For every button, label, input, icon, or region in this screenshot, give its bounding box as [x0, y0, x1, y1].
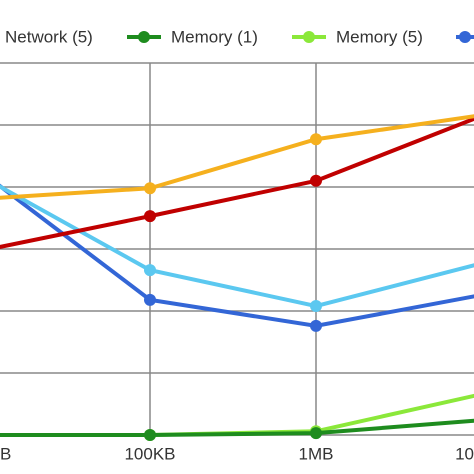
- x-tick-label: B: [0, 444, 11, 463]
- point: [310, 300, 322, 313]
- series-line: [0, 393, 474, 437]
- legend-marker: [303, 31, 315, 43]
- point: [310, 427, 322, 440]
- x-tick-label: 10: [455, 444, 474, 463]
- series-line: [0, 114, 474, 200]
- point: [144, 293, 156, 306]
- series-line: [0, 184, 474, 309]
- point: [144, 264, 156, 277]
- series-line: [0, 418, 474, 437]
- point: [310, 174, 322, 187]
- point: [144, 210, 156, 223]
- series-line: [0, 116, 474, 249]
- x-tick-label: 1MB: [299, 444, 334, 463]
- point: [310, 319, 322, 332]
- series-line: [0, 183, 474, 328]
- legend-partial-marker: [456, 31, 474, 43]
- point: [310, 133, 322, 146]
- legend-label: Memory (5): [336, 27, 423, 46]
- point: [144, 182, 156, 195]
- legend-label: Memory (1): [171, 27, 258, 46]
- legend-label: Network (5): [5, 27, 93, 46]
- x-tick-label: 100KB: [124, 444, 175, 463]
- legend-marker: [138, 31, 150, 43]
- point: [144, 429, 156, 441]
- legend-marker: [459, 31, 471, 43]
